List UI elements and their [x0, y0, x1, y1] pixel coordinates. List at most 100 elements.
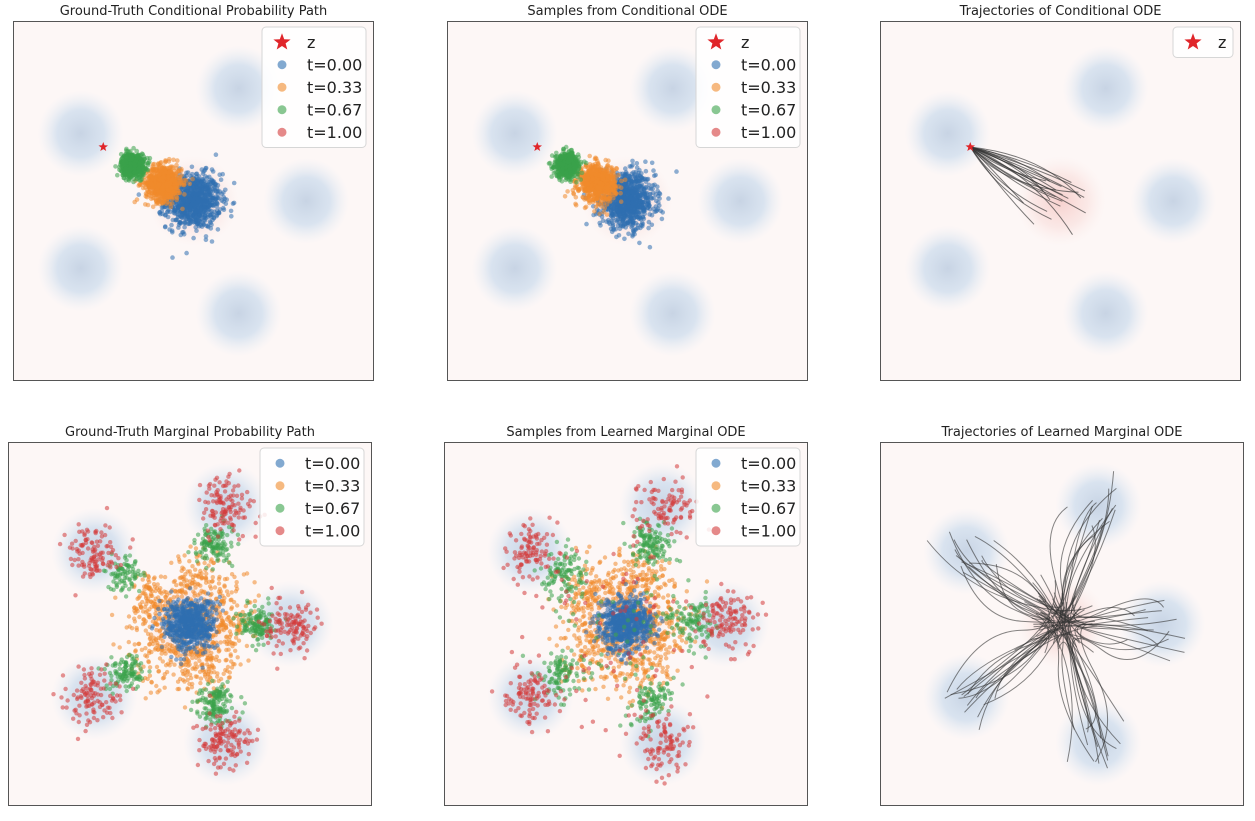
data-point	[217, 196, 222, 201]
data-point	[175, 191, 180, 196]
data-point	[205, 223, 211, 228]
data-point	[139, 174, 145, 179]
data-point	[230, 201, 236, 206]
data-point	[198, 680, 203, 686]
data-point	[658, 208, 663, 214]
data-point	[193, 171, 199, 177]
data-point	[574, 180, 579, 185]
data-point	[205, 207, 211, 213]
data-point	[641, 206, 647, 211]
data-point	[630, 162, 635, 168]
data-point	[121, 159, 126, 165]
data-point	[622, 182, 627, 187]
data-point	[611, 208, 616, 214]
data-point	[605, 168, 611, 174]
data-point	[606, 158, 611, 163]
data-point	[621, 221, 627, 227]
legend-label: z	[307, 33, 315, 52]
legend-label: t=0.00	[307, 55, 362, 74]
data-point	[187, 181, 192, 187]
data-point	[631, 201, 637, 207]
data-point	[631, 170, 636, 175]
data-point	[205, 195, 210, 201]
data-point	[623, 189, 628, 194]
data-point	[183, 217, 189, 222]
data-point	[550, 165, 556, 170]
data-point	[634, 165, 640, 170]
target-density-blob	[1062, 45, 1149, 132]
data-point	[169, 222, 174, 228]
data-point	[657, 196, 662, 201]
data-point	[176, 205, 181, 210]
data-point	[656, 200, 661, 205]
data-point	[611, 227, 616, 233]
data-point	[190, 176, 195, 182]
legend-label: t=0.67	[307, 100, 362, 119]
data-point	[565, 189, 570, 194]
data-point	[113, 164, 118, 169]
data-point	[128, 166, 133, 171]
data-point	[198, 193, 203, 198]
data-point	[606, 184, 611, 190]
data-point	[601, 209, 607, 215]
data-point	[615, 217, 621, 222]
data-point	[555, 158, 561, 164]
data-point	[635, 186, 641, 191]
data-point	[203, 237, 209, 243]
target-density-blob	[629, 270, 716, 357]
data-point	[203, 165, 209, 171]
data-point	[208, 220, 213, 225]
data-point	[584, 221, 589, 227]
data-point	[175, 158, 180, 163]
data-point	[674, 169, 679, 174]
data-point	[630, 158, 635, 164]
data-point	[234, 586, 240, 592]
data-point	[232, 574, 237, 580]
data-point	[635, 222, 641, 228]
data-point	[197, 213, 202, 218]
data-point	[218, 640, 223, 645]
data-point	[198, 206, 204, 211]
data-point	[563, 144, 569, 150]
data-point	[117, 165, 122, 170]
data-point	[145, 178, 151, 184]
data-point	[172, 662, 177, 667]
data-point	[651, 168, 656, 173]
data-point	[166, 174, 171, 180]
panel-title: Ground-Truth Conditional Probability Pat…	[60, 4, 328, 19]
data-point	[571, 191, 577, 197]
data-point	[655, 184, 660, 189]
data-point	[202, 205, 207, 211]
target-density-blob	[37, 90, 124, 177]
data-point	[182, 221, 187, 226]
data-point	[147, 190, 152, 195]
target-density-blob	[195, 270, 282, 357]
series-t-0_33	[132, 156, 195, 212]
data-point	[210, 169, 216, 174]
data-point	[618, 190, 623, 196]
data-point	[641, 190, 646, 195]
data-point	[210, 575, 215, 580]
data-point	[626, 203, 631, 208]
data-point	[551, 170, 557, 176]
data-point	[122, 175, 127, 181]
data-point	[121, 154, 127, 159]
data-point	[150, 204, 156, 210]
data-point	[169, 201, 175, 206]
data-point	[618, 199, 624, 204]
data-point	[221, 190, 226, 195]
data-point	[214, 654, 219, 659]
data-point	[622, 177, 628, 183]
data-point	[217, 648, 222, 653]
legend-marker-t-1_00	[277, 127, 287, 137]
data-point	[593, 204, 599, 210]
data-point	[168, 193, 174, 199]
data-point	[127, 157, 133, 162]
legend-marker-t-0_00	[711, 60, 721, 70]
data-point	[182, 192, 187, 197]
data-point	[647, 212, 652, 217]
data-point	[175, 686, 180, 692]
data-point	[592, 209, 597, 214]
data-point	[632, 206, 638, 212]
